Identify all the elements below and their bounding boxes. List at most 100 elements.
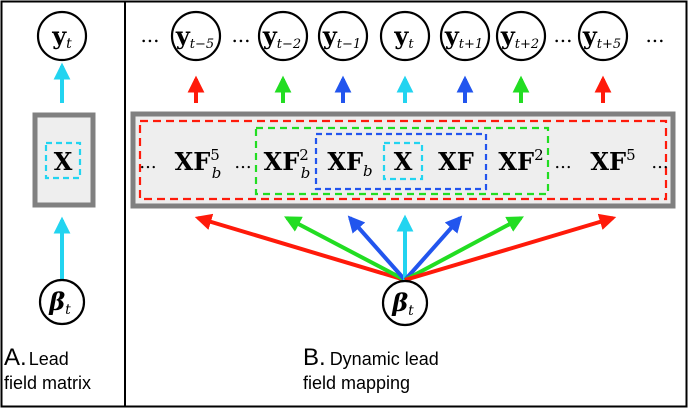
svg-text:yt−2: yt−2 xyxy=(262,21,301,52)
input-arrow-blue xyxy=(347,215,407,282)
matrix-term: XF xyxy=(438,147,474,176)
svg-text:yt+5: yt+5 xyxy=(582,21,621,52)
term-main: XF xyxy=(264,147,300,176)
node-main: y xyxy=(175,21,191,50)
panel-b-matrix-terms: XF5 b XF2 b XFb X XF XF2 XF5............ xyxy=(139,146,668,182)
output-node-t−1: yt−1 xyxy=(317,10,369,62)
term-sub: b xyxy=(363,162,373,180)
panel-a-caption-line1: A. Lead xyxy=(4,344,69,371)
input-arrow-red xyxy=(194,213,406,282)
term-main: XF xyxy=(498,147,534,176)
term-sup: 5 xyxy=(210,146,220,164)
panel-b-green-window xyxy=(254,126,550,196)
node-main: y xyxy=(51,21,67,50)
term-sub: b xyxy=(212,164,222,182)
term-sub: b xyxy=(301,164,311,182)
term-main: X xyxy=(394,147,413,176)
panel-b-matrix-band xyxy=(130,111,676,209)
svg-text:yt−5: yt−5 xyxy=(175,21,214,52)
matrix-ellipsis: ... xyxy=(234,152,251,173)
panel-a-source-node: βt xyxy=(38,278,86,326)
top-ellipsis: ... xyxy=(140,23,159,47)
node-main: y xyxy=(582,21,598,50)
term-main: XF xyxy=(175,147,211,176)
input-arrow-green xyxy=(284,216,406,282)
panel-b-source-node: βt xyxy=(381,279,429,327)
node-sub: t+1 xyxy=(459,37,483,52)
svg-text:XF: XF xyxy=(438,147,474,176)
panel-b-cyan-window xyxy=(382,141,424,181)
input-arrow-green xyxy=(404,216,524,282)
node-sub: t+2 xyxy=(515,37,539,52)
input-arrow-red xyxy=(404,213,617,282)
term-main: XF xyxy=(327,147,363,176)
panel-b-caption-line1: B. Dynamic lead xyxy=(303,344,439,371)
svg-text:yt: yt xyxy=(51,21,72,52)
panel-a-caption-letter: A. xyxy=(4,344,27,371)
top-ellipsis: ... xyxy=(553,23,572,47)
panel-b-output-arrows xyxy=(187,75,612,103)
panel-a-caption-text: Lead xyxy=(29,349,69,369)
output-node-t: yt xyxy=(379,10,431,62)
panel-a: yt X βt A. Lead field matrix xyxy=(4,10,96,393)
node-main: y xyxy=(322,21,338,50)
svg-text:βt: βt xyxy=(391,288,414,319)
node-sub: t−1 xyxy=(337,37,361,52)
svg-text:yt: yt xyxy=(393,21,414,52)
input-arrow-blue xyxy=(403,215,463,282)
svg-text:yt−1: yt−1 xyxy=(322,21,361,52)
node-main: β xyxy=(48,287,65,316)
panel-a-matrix-box xyxy=(32,112,96,208)
panel-a-x-highlight xyxy=(44,141,82,180)
panel-b-caption-text: Dynamic lead xyxy=(330,349,439,369)
top-ellipsis: ... xyxy=(645,23,664,47)
matrix-term: XF5 xyxy=(590,146,635,176)
node-sub: t xyxy=(66,36,72,52)
node-main: β xyxy=(391,288,408,317)
matrix-term: XF2 b xyxy=(264,146,311,182)
node-sub: t xyxy=(408,303,414,319)
panel-b-caption-line2: field mapping xyxy=(303,373,410,393)
matrix-term: X xyxy=(394,147,413,176)
node-main: y xyxy=(262,21,278,50)
svg-text:X: X xyxy=(394,147,413,176)
node-sub: t xyxy=(65,302,71,318)
svg-text:XFb: XFb xyxy=(327,147,372,180)
panel-a-output-node: yt xyxy=(36,10,88,62)
node-main: y xyxy=(393,21,409,50)
matrix-ellipsis: ... xyxy=(554,152,571,173)
matrix-ellipsis: ... xyxy=(651,152,668,173)
term-main: XF xyxy=(438,147,474,176)
node-main: y xyxy=(500,21,516,50)
output-node-t−2: yt−2 xyxy=(257,10,309,62)
node-sub: t xyxy=(408,37,414,52)
svg-text:yt+2: yt+2 xyxy=(500,21,539,52)
term-main: XF xyxy=(590,147,626,176)
panel-a-matrix-label: X xyxy=(54,147,73,176)
panel-a-caption-line2: field matrix xyxy=(4,373,91,393)
panel-b: yt−5 yt−2 yt−1 yt yt+1 yt+2 yt+5............ X… xyxy=(130,10,676,393)
matrix-term: XFb xyxy=(327,147,372,180)
panel-b-red-window xyxy=(138,119,668,201)
output-node-t+5: yt+5 xyxy=(577,10,629,62)
svg-text:βt: βt xyxy=(48,287,71,318)
panel-b-output-row: yt−5 yt−2 yt−1 yt yt+1 yt+2 yt+5............ xyxy=(140,10,665,62)
term-sup: 2 xyxy=(299,146,309,164)
term-sup: 2 xyxy=(534,146,544,164)
term-sup: 5 xyxy=(626,146,636,164)
node-sub: t−5 xyxy=(190,37,214,52)
matrix-term: XF2 xyxy=(498,146,543,176)
svg-text:yt+1: yt+1 xyxy=(444,21,483,52)
panel-b-blue-window xyxy=(314,132,488,191)
output-node-t−5: yt−5 xyxy=(170,10,222,62)
output-node-t+1: yt+1 xyxy=(439,10,491,62)
panel-b-caption-letter: B. xyxy=(303,344,326,371)
node-main: y xyxy=(444,21,460,50)
matrix-term: XF5 b xyxy=(175,146,222,182)
svg-text:XF5: XF5 xyxy=(590,146,635,176)
top-ellipsis: ... xyxy=(231,23,250,47)
